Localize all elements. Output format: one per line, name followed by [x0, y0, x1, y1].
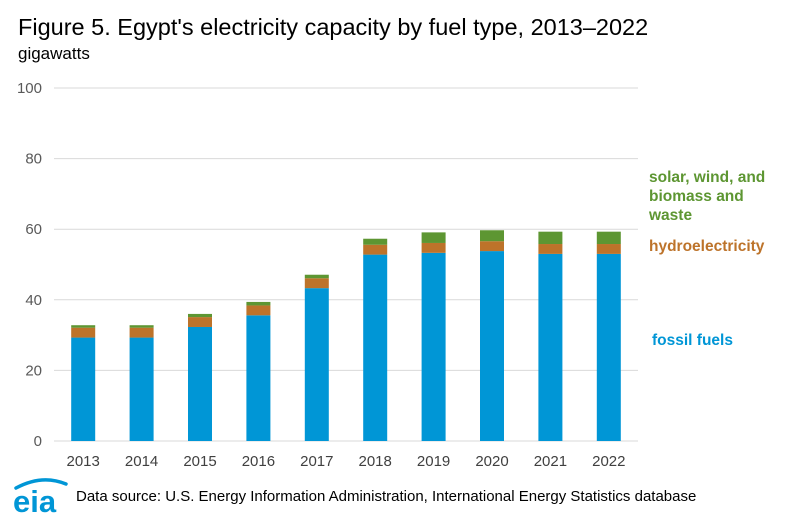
data-source: Data source: U.S. Energy Information Adm… — [76, 488, 697, 505]
x-axis-ticks: 2013 2014 2015 2016 2017 2018 2019 2020 2021 2022 — [67, 453, 626, 470]
legend-hydro: hydroelectricity — [649, 238, 765, 255]
y-tick-label: 60 — [25, 221, 42, 238]
x-tick-label: 2016 — [242, 453, 275, 470]
x-tick-label: 2015 — [183, 453, 216, 470]
y-tick-label: 100 — [17, 80, 42, 97]
legend-fossil: fossil fuels — [652, 332, 733, 349]
bar-fossil-2014 — [129, 337, 154, 441]
bar-hydro-2022 — [596, 244, 621, 254]
bar-fossil-2020 — [480, 251, 504, 441]
chart-title: Figure 5. Egypt's electricity capacity b… — [18, 14, 649, 40]
bar-fossil-2018 — [363, 254, 388, 441]
bar-hydro-2017 — [304, 278, 329, 289]
bar-fossil-2013 — [71, 337, 96, 441]
bar-hydro-2014 — [129, 327, 154, 338]
bars — [71, 230, 621, 441]
eia-logo-text: eia — [13, 484, 57, 518]
bar-renewables-2020 — [480, 230, 504, 242]
bar-fossil-2019 — [421, 252, 446, 441]
units-label: gigawatts — [18, 44, 90, 63]
bar-hydro-2020 — [480, 241, 504, 252]
y-axis-ticks: 0 20 40 60 80 100 — [17, 80, 42, 450]
bar-renewables-2014 — [129, 325, 154, 328]
bar-hydro-2019 — [421, 242, 446, 253]
bar-hydro-2015 — [188, 317, 212, 327]
x-tick-label: 2019 — [417, 453, 450, 470]
bar-hydro-2016 — [246, 305, 271, 316]
bar-fossil-2017 — [304, 288, 329, 441]
y-tick-label: 80 — [25, 151, 42, 168]
y-tick-label: 0 — [34, 433, 42, 450]
bar-hydro-2021 — [538, 244, 563, 254]
bar-hydro-2013 — [71, 327, 96, 338]
bar-renewables-2016 — [246, 301, 271, 306]
bar-renewables-2013 — [71, 325, 96, 328]
x-tick-label: 2017 — [300, 453, 333, 470]
x-tick-label: 2013 — [67, 453, 100, 470]
legend-renewables: solar, wind, and biomass and waste — [649, 169, 766, 224]
x-tick-label: 2020 — [475, 453, 508, 470]
bar-fossil-2015 — [188, 326, 212, 441]
x-tick-label: 2022 — [592, 453, 625, 470]
bar-hydro-2018 — [363, 244, 388, 255]
x-tick-label: 2021 — [534, 453, 567, 470]
x-tick-label: 2014 — [125, 453, 158, 470]
x-tick-label: 2018 — [359, 453, 392, 470]
eia-logo: eia — [10, 476, 72, 523]
bar-renewables-2021 — [538, 231, 563, 245]
bar-renewables-2019 — [421, 232, 446, 243]
bar-fossil-2016 — [246, 315, 271, 441]
bar-fossil-2021 — [538, 253, 563, 441]
bar-fossil-2022 — [596, 253, 621, 441]
y-tick-label: 20 — [25, 362, 42, 379]
bar-renewables-2018 — [363, 238, 388, 245]
bar-renewables-2017 — [304, 274, 329, 279]
bar-renewables-2022 — [596, 231, 621, 245]
bar-renewables-2015 — [188, 313, 212, 318]
y-tick-label: 40 — [25, 292, 42, 309]
